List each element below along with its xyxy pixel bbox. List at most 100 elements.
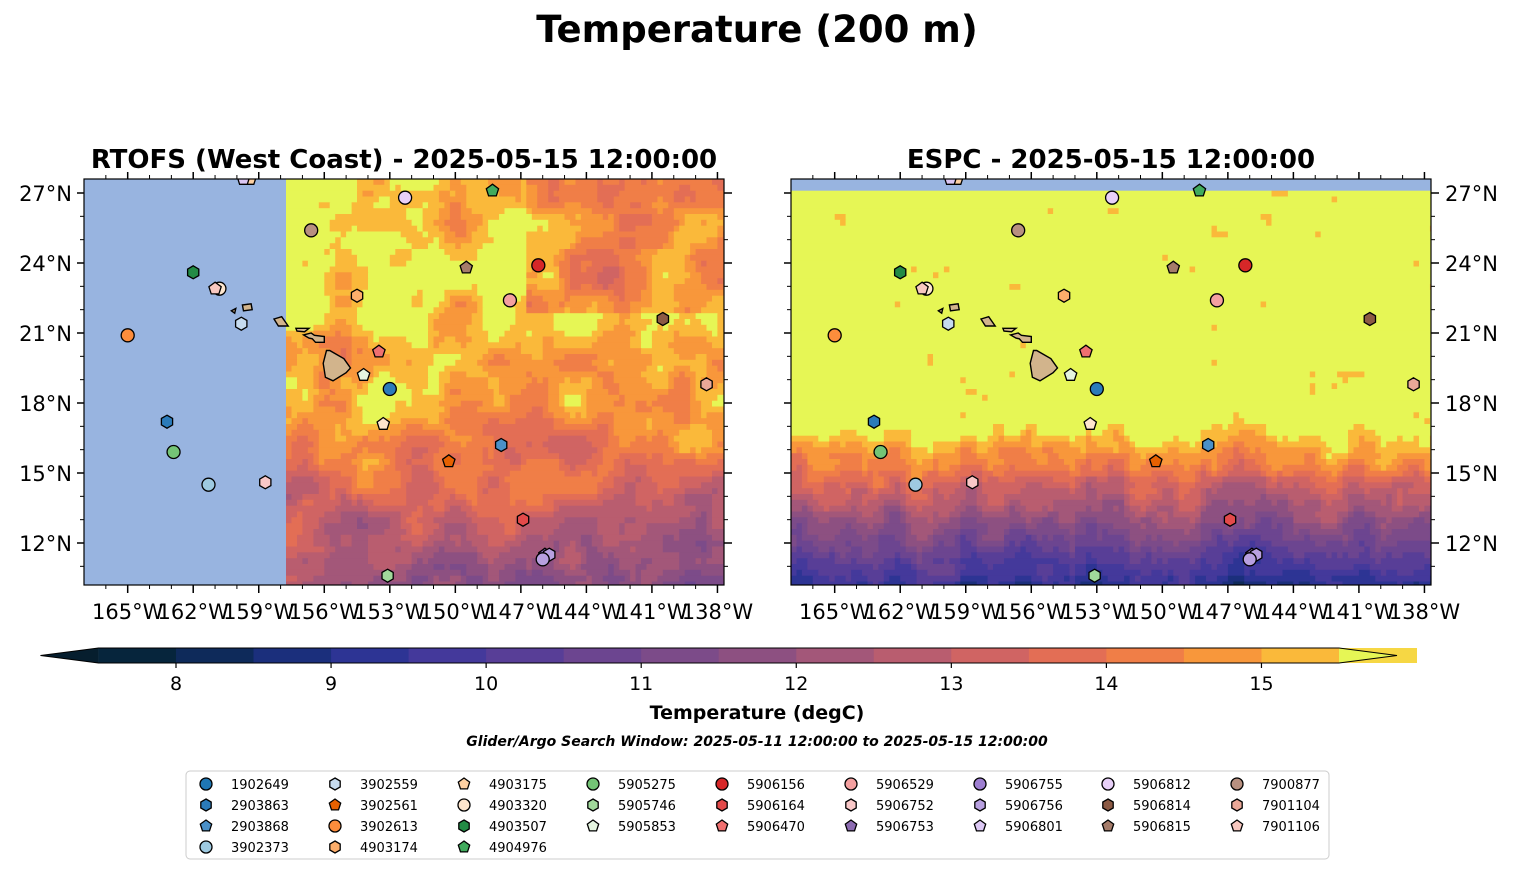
temperature-cell xyxy=(1080,581,1103,585)
temperature-cell xyxy=(1195,470,1202,478)
temperature-cell xyxy=(553,546,560,553)
temperature-cell xyxy=(318,488,331,495)
temperature-cell xyxy=(455,359,478,367)
temperature-cell xyxy=(1309,488,1327,495)
temperature-cell xyxy=(335,505,369,513)
temperature-cell xyxy=(482,429,609,437)
temperature-cell xyxy=(351,330,374,338)
temperature-cell xyxy=(1287,190,1431,198)
temperature-cell xyxy=(1419,511,1431,518)
temperature-cell xyxy=(329,307,358,314)
temperature-cell xyxy=(987,581,1000,585)
temperature-cell xyxy=(520,459,527,466)
temperature-cell xyxy=(834,552,841,559)
temperature-cell xyxy=(791,488,814,495)
temperature-cell xyxy=(943,266,950,273)
temperature-cell xyxy=(1315,470,1333,478)
temperature-cell xyxy=(690,447,697,454)
temperature-cell xyxy=(357,179,374,186)
temperature-cell xyxy=(673,383,691,390)
float-markers-rtofs xyxy=(120,179,713,583)
temperature-cell xyxy=(389,523,402,530)
temperature-cell xyxy=(1331,447,1349,454)
temperature-cell xyxy=(526,266,533,273)
temperature-cell xyxy=(313,540,331,548)
temperature-cell xyxy=(504,523,516,530)
temperature-cell xyxy=(635,254,653,262)
legend-marker-7901104 xyxy=(1231,798,1243,812)
temperature-cell xyxy=(286,272,325,279)
temperature-cell xyxy=(466,523,478,530)
temperature-cell xyxy=(1189,558,1196,565)
temperature-cell xyxy=(801,505,808,513)
temperature-cell xyxy=(1189,546,1207,553)
temperature-cell xyxy=(1200,540,1218,548)
temperature-cell xyxy=(1184,529,1191,536)
temperature-cell xyxy=(548,184,560,192)
float-marker-5906470 xyxy=(371,344,386,358)
legend-label: 5905853 xyxy=(618,820,676,835)
temperature-cell xyxy=(597,371,615,378)
temperature-cell xyxy=(706,523,713,530)
temperature-cell xyxy=(987,464,994,472)
temperature-cell xyxy=(646,377,669,384)
float-marker-7901106 xyxy=(208,281,222,295)
temperature-cell xyxy=(1184,464,1191,472)
temperature-cell xyxy=(982,488,1021,495)
temperature-cell xyxy=(1162,546,1191,553)
temperature-cell xyxy=(580,564,609,571)
temperature-cell xyxy=(1271,476,1278,483)
temperature-cell xyxy=(1156,488,1163,495)
temperature-cell xyxy=(657,324,664,332)
temperature-cell xyxy=(1364,511,1376,518)
temperature-cell xyxy=(482,307,516,314)
temperature-cell xyxy=(357,482,374,489)
temperature-cell xyxy=(477,307,484,314)
temperature-cell xyxy=(1075,464,1082,472)
temperature-cell xyxy=(933,488,940,495)
temperature-cell xyxy=(1085,558,1098,565)
temperature-cell xyxy=(911,429,994,437)
temperature-cell xyxy=(351,389,369,396)
temperature-cell xyxy=(1009,511,1021,518)
temperature-cell xyxy=(477,558,489,565)
temperature-cell xyxy=(570,243,577,250)
temperature-cell xyxy=(1331,470,1338,478)
temperature-cell xyxy=(542,499,555,507)
temperature-cell xyxy=(717,365,724,373)
temperature-cell xyxy=(1173,575,1180,583)
temperature-cell xyxy=(916,569,929,577)
temperature-cell xyxy=(630,202,642,209)
temperature-cell xyxy=(807,459,841,466)
temperature-cell xyxy=(1004,435,1021,443)
temperature-cell xyxy=(351,447,364,454)
temperature-cell xyxy=(520,184,527,192)
float-marker-5905275 xyxy=(873,444,888,460)
temperature-cell xyxy=(1102,429,1114,437)
temperature-cell xyxy=(1211,534,1218,542)
temperature-cell xyxy=(635,494,675,501)
temperature-cell xyxy=(1364,540,1376,548)
temperature-cell xyxy=(357,499,364,507)
legend-marker-2903863 xyxy=(200,798,212,812)
temperature-cell xyxy=(286,249,325,256)
temperature-cell xyxy=(597,365,647,373)
temperature-cell xyxy=(493,389,500,396)
temperature-cell xyxy=(646,278,653,285)
temperature-cell xyxy=(286,400,314,408)
temperature-cell xyxy=(1216,459,1229,466)
temperature-cell xyxy=(499,377,533,384)
temperature-cell xyxy=(1200,564,1213,571)
temperature-cell xyxy=(313,453,320,460)
temperature-cell xyxy=(313,383,320,390)
temperature-cell xyxy=(791,249,1431,256)
temperature-cell xyxy=(976,552,1016,559)
temperature-cell xyxy=(488,330,506,338)
temperature-cell xyxy=(1031,441,1043,448)
temperature-cell xyxy=(455,488,478,495)
temperature-cell xyxy=(630,342,642,349)
temperature-cell xyxy=(488,231,527,238)
temperature-cell xyxy=(346,435,364,443)
temperature-cell xyxy=(1227,575,1245,583)
temperature-cell xyxy=(318,435,336,443)
